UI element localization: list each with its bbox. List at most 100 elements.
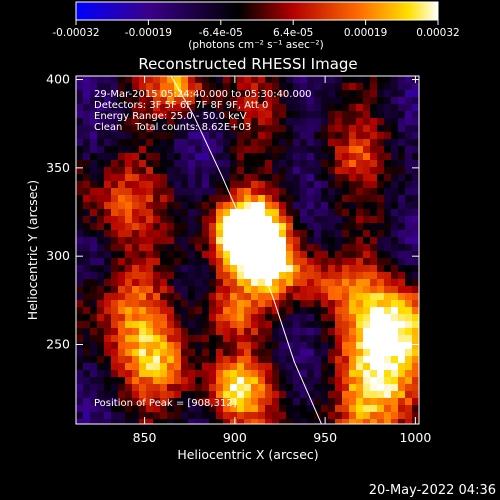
heatmap-cell (97, 272, 105, 280)
heatmap-cell (97, 230, 105, 238)
heatmap-cell (349, 349, 357, 357)
heatmap-cell (244, 321, 252, 329)
heatmap-cell (398, 153, 406, 161)
heatmap-cell (195, 279, 203, 287)
heatmap-cell (97, 342, 105, 350)
heatmap-cell (293, 391, 301, 399)
heatmap-cell (237, 251, 245, 259)
heatmap-cell (216, 230, 224, 238)
heatmap-cell (195, 223, 203, 231)
heatmap-cell (153, 237, 161, 245)
heatmap-cell (321, 384, 329, 392)
heatmap-cell (384, 342, 392, 350)
heatmap-cell (307, 419, 315, 424)
heatmap-cell (349, 265, 357, 273)
heatmap-cell (223, 83, 231, 91)
heatmap-cell (230, 167, 238, 175)
heatmap-cell (76, 363, 84, 371)
heatmap-cell (314, 76, 322, 84)
heatmap-cell (377, 125, 385, 133)
annotation-detectors: Detectors: 3F 5F 6F 7F 8F 9F, Att 0 (94, 100, 268, 111)
heatmap-cell (118, 321, 126, 329)
heatmap-cell (160, 279, 168, 287)
heatmap-cell (202, 405, 210, 413)
heatmap-cell (167, 153, 175, 161)
heatmap-cell (237, 265, 245, 273)
heatmap-cell (391, 384, 399, 392)
heatmap-cell (342, 251, 350, 259)
heatmap-cell (370, 251, 378, 259)
heatmap-cell (216, 328, 224, 336)
heatmap-cell (118, 356, 126, 364)
heatmap-cell (377, 146, 385, 154)
heatmap-cell (76, 174, 84, 182)
heatmap-cell (412, 258, 419, 266)
heatmap-cell (286, 97, 294, 105)
heatmap-cell (293, 90, 301, 98)
heatmap-cell (223, 412, 231, 420)
heatmap-cell (146, 405, 154, 413)
heatmap-cell (160, 244, 168, 252)
heatmap-cell (300, 181, 308, 189)
heatmap-cell (216, 356, 224, 364)
heatmap-cell (405, 349, 413, 357)
heatmap-cell (363, 181, 371, 189)
heatmap-cell (167, 202, 175, 210)
heatmap-cell (384, 188, 392, 196)
heatmap-cell (405, 174, 413, 182)
heatmap-cell (251, 377, 259, 385)
heatmap-cell (384, 118, 392, 126)
heatmap-cell (328, 412, 336, 420)
heatmap-cell (118, 272, 126, 280)
heatmap-cell (118, 188, 126, 196)
heatmap-cell (286, 174, 294, 182)
heatmap-cell (125, 314, 133, 322)
heatmap-cell (377, 251, 385, 259)
heatmap-cell (377, 139, 385, 147)
heatmap-cell (293, 160, 301, 168)
heatmap-cell (216, 265, 224, 273)
heatmap-cell (349, 111, 357, 119)
heatmap-cell (237, 335, 245, 343)
heatmap-cell (363, 307, 371, 315)
heatmap-cell (195, 83, 203, 91)
heatmap-cell (356, 188, 364, 196)
heatmap-cell (104, 384, 112, 392)
heatmap-cell (202, 398, 210, 406)
heatmap-cell (160, 363, 168, 371)
heatmap-cell (258, 419, 266, 424)
heatmap-cell (391, 349, 399, 357)
heatmap-cell (160, 97, 168, 105)
heatmap-cell (139, 146, 147, 154)
heatmap-cell (195, 370, 203, 378)
heatmap-cell (349, 342, 357, 350)
heatmap-cell (377, 237, 385, 245)
heatmap-cell (188, 104, 196, 112)
heatmap-cell (272, 279, 280, 287)
heatmap-cell (356, 286, 364, 294)
heatmap-cell (398, 237, 406, 245)
heatmap-cell (195, 342, 203, 350)
heatmap-cell (104, 363, 112, 371)
heatmap-cell (160, 174, 168, 182)
heatmap-cell (251, 223, 259, 231)
heatmap-cell (363, 363, 371, 371)
heatmap-cell (244, 328, 252, 336)
heatmap-cell (335, 363, 343, 371)
heatmap-cell (153, 181, 161, 189)
heatmap-cell (139, 90, 147, 98)
heatmap-cell (160, 139, 168, 147)
heatmap-cell (167, 307, 175, 315)
heatmap-cell (90, 139, 98, 147)
heatmap-cell (209, 202, 217, 210)
heatmap-cell (118, 251, 126, 259)
heatmap-cell (391, 272, 399, 280)
heatmap-cell (188, 223, 196, 231)
heatmap-cell (405, 286, 413, 294)
heatmap-cell (405, 307, 413, 315)
heatmap-cell (167, 111, 175, 119)
heatmap-cell (286, 398, 294, 406)
heatmap-cell (265, 293, 273, 301)
heatmap-cell (258, 237, 266, 245)
heatmap-cell (174, 132, 182, 140)
